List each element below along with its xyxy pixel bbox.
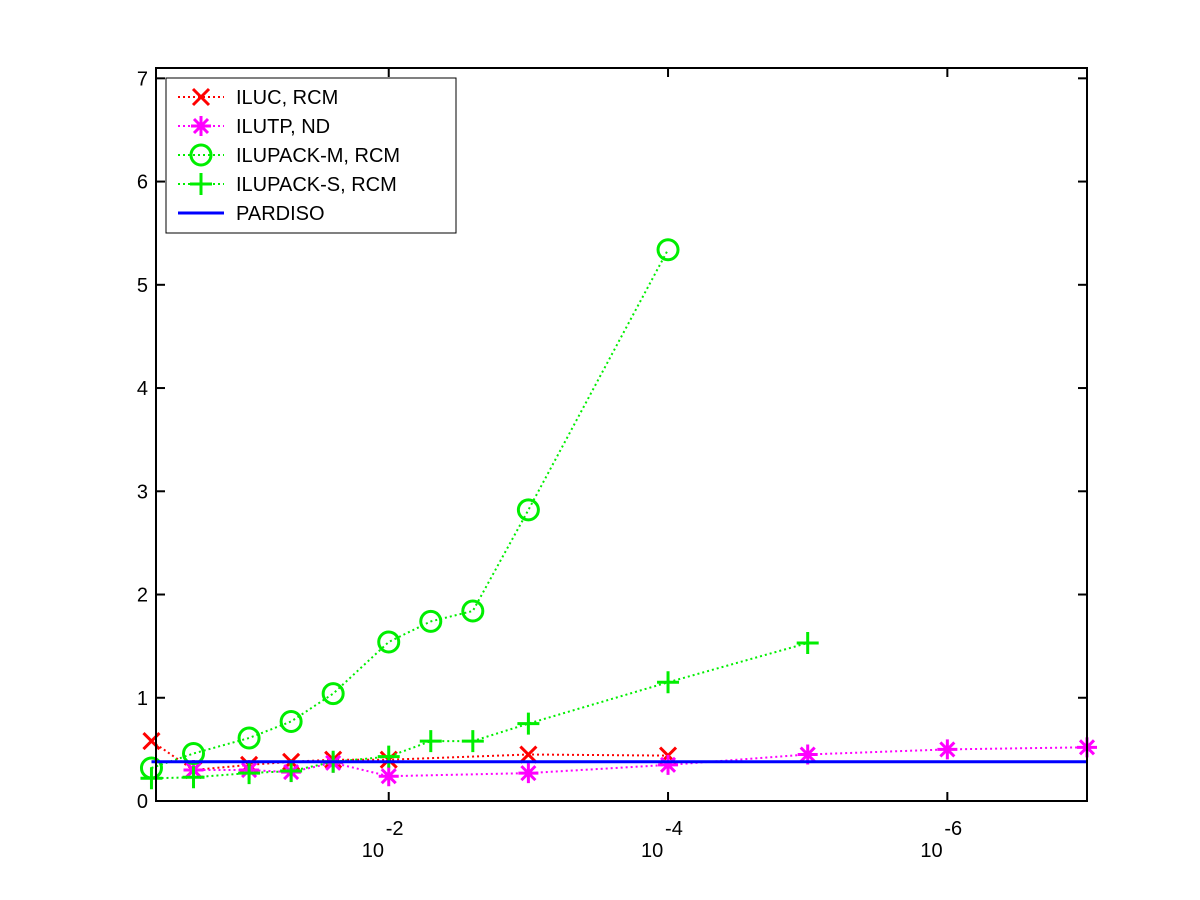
data-point-marker [280, 760, 303, 783]
x-tick-label-exponent: -4 [665, 818, 683, 840]
data-point-marker [419, 609, 443, 633]
legend-label: ILUTP, ND [236, 116, 330, 138]
y-tick-label: 7 [137, 68, 148, 90]
data-point-marker [182, 766, 205, 789]
data-point-marker [461, 730, 484, 753]
axes-box [155, 67, 1088, 802]
data-point-marker [518, 763, 539, 784]
data-point-marker [656, 238, 680, 262]
x-tick-label-exponent: -2 [386, 818, 404, 840]
data-point-marker [658, 754, 679, 775]
data-point-marker [378, 766, 399, 787]
data-point-marker [321, 682, 345, 706]
data-point-marker [937, 739, 958, 760]
legend-label: PARDISO [236, 203, 325, 225]
y-axis: 0 1 2 3 4 5 6 7 [137, 68, 1087, 813]
data-point-marker [238, 762, 261, 785]
series-3 [140, 632, 819, 790]
data-point-marker [377, 630, 401, 654]
data-point-marker [377, 745, 400, 768]
data-point-marker [461, 599, 485, 623]
series-2 [139, 238, 680, 780]
legend-label: ILUPACK-M, RCM [236, 145, 400, 167]
legend-swatch-marker [189, 143, 213, 167]
legend-label: ILUC, RCM [236, 87, 338, 109]
series-line [151, 249, 669, 769]
legend: ILUC, RCM ILUTP, ND ILUPACK-M, RCM ILUPACK-… [165, 77, 457, 234]
y-tick-label: 6 [137, 172, 148, 194]
data-point-marker [797, 744, 818, 765]
y-tick-label: 2 [137, 585, 148, 607]
data-point-marker [516, 498, 540, 522]
data-point-marker [517, 712, 540, 735]
series-layer [139, 238, 1097, 790]
data-point-marker [279, 710, 303, 734]
data-point-marker [796, 632, 819, 655]
series-line [193, 746, 1088, 778]
data-point-marker [519, 745, 538, 764]
data-point-marker [140, 767, 163, 790]
legend-swatch-marker [191, 116, 211, 136]
x-tick-label-exponent: -6 [944, 818, 962, 840]
data-point-marker [237, 726, 261, 750]
legend-swatch-marker [191, 87, 211, 107]
y-tick-label: 0 [137, 791, 148, 813]
legend-label: ILUPACK-S, RCM [236, 174, 397, 196]
y-tick-label: 4 [137, 378, 148, 400]
y-tick-label: 1 [137, 688, 148, 710]
x-tick-label-base: 10 [641, 840, 663, 862]
x-tick-label-base: 10 [920, 840, 942, 862]
data-point-marker [419, 730, 442, 753]
legend-swatch-marker [190, 173, 212, 195]
x-tick-label-base: 10 [362, 840, 384, 862]
y-tick-label: 3 [137, 481, 148, 503]
x-axis: 10-210-410-6 [362, 68, 962, 862]
data-point-marker [182, 742, 206, 766]
y-tick-label: 5 [137, 275, 148, 297]
data-point-marker [657, 671, 680, 694]
